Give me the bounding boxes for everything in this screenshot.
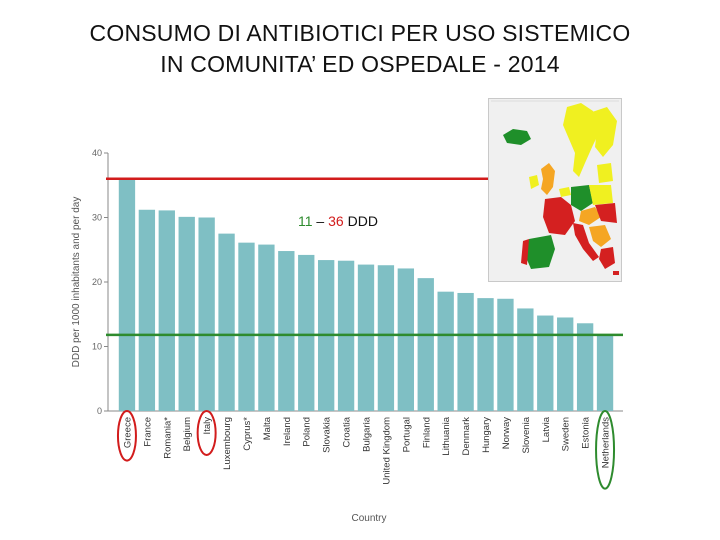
bar [397, 268, 415, 411]
bar [377, 265, 395, 411]
annotation-low-value: 11 [298, 213, 313, 229]
europe-map-image [488, 98, 622, 282]
y-tick-label: 20 [92, 277, 102, 287]
bar [198, 217, 215, 411]
x-tick-label: Belgium [182, 417, 193, 451]
bar [576, 323, 594, 411]
europe-map-graphic [489, 99, 621, 281]
y-axis-title: DDD per 1000 inhabitants and per day [71, 197, 82, 368]
x-tick-label: Denmark [461, 417, 472, 456]
x-tick-label: Luxembourg [222, 417, 233, 470]
x-tick-label: Malta [262, 416, 273, 440]
annotation-high-value: 36 [328, 213, 344, 229]
bar [457, 292, 474, 411]
bar [537, 315, 554, 411]
annotation-dash: – [312, 213, 329, 229]
x-tick-label: Latvia [541, 416, 552, 442]
bar [278, 251, 295, 411]
chart-title: CONSUMO DI ANTIBIOTICI PER USO SISTEMICO… [0, 18, 720, 80]
bar [178, 216, 195, 411]
bar [517, 308, 534, 411]
bar [218, 233, 235, 411]
x-tick-label: Cyprus* [242, 417, 253, 451]
annotation-unit: DDD [343, 213, 378, 229]
range-annotation: 11 – 36 DDD [298, 213, 378, 229]
x-tick-label: Sweden [561, 417, 572, 451]
y-tick-label: 40 [92, 148, 102, 158]
title-line-2: IN COMUNITA’ ED OSPEDALE - 2014 [160, 51, 560, 77]
bar [118, 178, 136, 411]
x-tick-label: France [142, 417, 153, 447]
bar [298, 254, 315, 411]
x-tick-label: Italy [202, 417, 213, 435]
x-tick-label: Finland [421, 417, 432, 448]
y-tick-label: 10 [92, 342, 102, 352]
x-tick-label: Lithuania [441, 416, 452, 455]
x-tick-label: Slovenia [521, 416, 532, 453]
bar [437, 291, 454, 411]
bar [557, 317, 574, 411]
x-tick-label: Ireland [282, 417, 293, 446]
bar [477, 298, 494, 411]
x-tick-label: Slovakia [322, 416, 333, 453]
y-tick-label: 0 [97, 406, 102, 416]
highlight-circle [116, 410, 137, 462]
bar [596, 334, 614, 411]
bar [497, 298, 514, 411]
x-tick-label: Netherlands [601, 417, 612, 468]
x-tick-label: Estonia [581, 416, 592, 448]
bar [138, 209, 156, 411]
bar [258, 244, 275, 411]
x-tick-label: Bulgaria [362, 416, 373, 452]
bar [158, 210, 175, 411]
x-tick-label: United Kingdom [381, 417, 392, 485]
title-line-1: CONSUMO DI ANTIBIOTICI PER USO SISTEMICO [89, 20, 631, 46]
bar [357, 264, 375, 411]
x-tick-label: Romania* [162, 417, 173, 459]
x-tick-label: Portugal [401, 417, 412, 452]
y-tick-label: 30 [92, 213, 102, 223]
x-tick-label: Poland [302, 417, 313, 447]
highlight-circle [595, 410, 616, 490]
x-axis-title: Country [351, 513, 386, 524]
x-tick-label: Croatia [342, 416, 353, 447]
bar [238, 242, 255, 411]
highlight-circle [196, 410, 217, 456]
x-tick-label: Hungary [481, 417, 492, 453]
bar [417, 278, 434, 411]
x-tick-label: Norway [501, 417, 512, 449]
x-tick-label: Greece [122, 417, 133, 448]
